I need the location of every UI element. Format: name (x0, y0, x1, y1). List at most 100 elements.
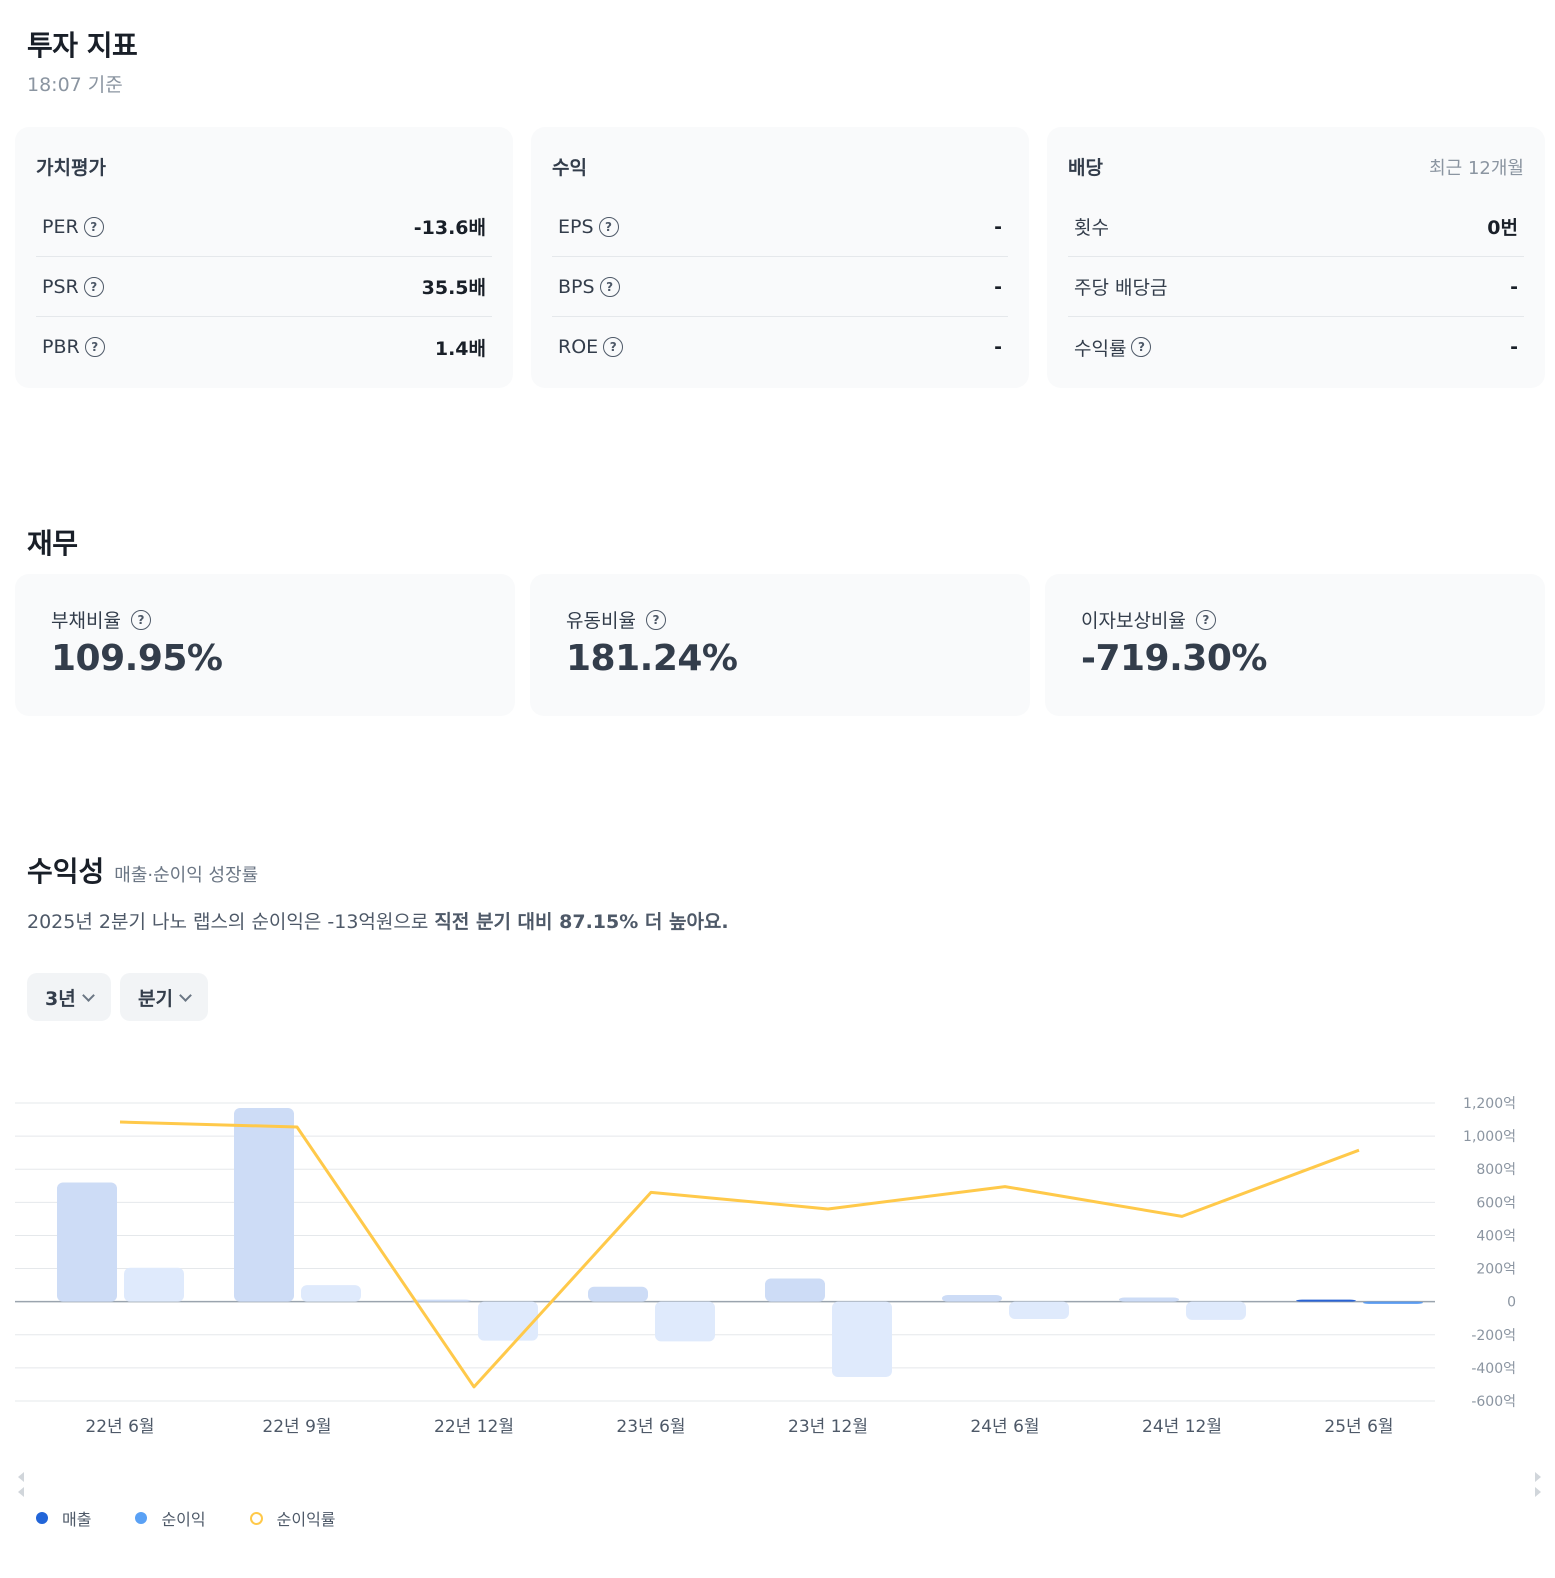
scroll-right-icon[interactable] (1535, 1487, 1541, 1497)
help-icon[interactable]: ? (83, 216, 104, 237)
net-income-bar (655, 1301, 715, 1342)
scroll-left-icon[interactable] (18, 1472, 24, 1482)
dividend-per-share-row: 주당 배당금 - (1068, 257, 1524, 317)
current-ratio-card: 유동비율? 181.24% (530, 574, 1030, 716)
profit-title: 수익성 (27, 855, 105, 888)
chevron-down-icon (179, 988, 192, 1002)
help-icon[interactable]: ? (1131, 337, 1152, 357)
dividend-yield-value: - (1510, 336, 1518, 358)
y-tick-label: 1,000억 (1463, 1129, 1516, 1145)
legend-item-revenue[interactable]: 매출 (36, 1506, 91, 1530)
help-icon[interactable]: ? (83, 276, 104, 297)
pbr-label: PBR (42, 336, 80, 358)
bps-label: BPS (558, 275, 595, 298)
earnings-card: 수익 EPS? - BPS? - ROE? - (531, 127, 1029, 388)
scroll-left-icon[interactable] (18, 1487, 24, 1497)
interest-coverage-value: -719.30% (1081, 638, 1267, 679)
help-icon[interactable]: ? (599, 276, 620, 297)
y-tick-label: 400억 (1476, 1228, 1516, 1244)
y-tick-label: 800억 (1476, 1162, 1516, 1178)
per-value: -13.6배 (413, 217, 486, 239)
legend-item-net-margin[interactable]: 순이익률 (249, 1506, 336, 1530)
roe-row: ROE? - (552, 317, 1008, 377)
x-tick-label: 22년 9월 (262, 1417, 331, 1437)
scroll-right-icon[interactable] (1535, 1472, 1541, 1482)
profitability-chart: 1,200억 1,000억 800억 600억 400억 200억 0 -200억 -400억 -… (15, 1096, 1516, 1437)
legend-revenue-dot (36, 1512, 48, 1524)
profit-description: 2025년 2분기 나노 랩스의 순이익은 -13억원으로 직전 분기 대비 8… (27, 907, 729, 934)
revenue-bar (765, 1278, 825, 1302)
net-income-bar (1363, 1301, 1423, 1304)
dividend-count-label: 횟수 (1074, 217, 1109, 239)
net-income-bar (832, 1301, 892, 1377)
legend-net-margin-label: 순이익률 (276, 1510, 336, 1529)
x-tick-label: 23년 12월 (788, 1417, 868, 1437)
eps-row: EPS? - (552, 197, 1008, 257)
help-icon[interactable]: ? (598, 216, 619, 237)
revenue-bar (411, 1299, 471, 1302)
help-icon[interactable]: ? (1195, 609, 1216, 630)
y-tick-label: 1,200억 (1463, 1096, 1516, 1112)
current-ratio-label: 유동비율 (566, 610, 636, 632)
bps-row: BPS? - (552, 257, 1008, 317)
legend-net-income-label: 순이익 (161, 1510, 206, 1529)
y-tick-label: -200억 (1471, 1328, 1516, 1344)
legend-item-net-income[interactable]: 순이익 (135, 1506, 206, 1530)
psr-row: PSR? 35.5배 (36, 257, 492, 317)
dividend-card: 배당 최근 12개월 횟수 0번 주당 배당금 - 수익률? - (1047, 127, 1545, 388)
invest-title: 투자 지표 (27, 29, 138, 62)
net-income-bar (1186, 1301, 1246, 1320)
roe-label: ROE (558, 336, 599, 358)
debt-ratio-label: 부채비율 (51, 610, 121, 632)
revenue-bar (942, 1295, 1002, 1302)
debt-ratio-card: 부채비율? 109.95% (15, 574, 515, 716)
legend-revenue-label: 매출 (62, 1510, 92, 1529)
period-dropdown[interactable]: 3년 (27, 973, 111, 1021)
y-tick-label: 200억 (1476, 1262, 1516, 1278)
profit-description-plain: 2025년 2분기 나노 랩스의 순이익은 -13억원으로 (27, 911, 435, 933)
unit-dropdown[interactable]: 분기 (120, 973, 208, 1021)
roe-value: - (994, 336, 1002, 358)
psr-label: PSR (42, 275, 79, 298)
finance-title: 재무 (27, 527, 78, 560)
invest-as-of: 18:07 기준 (27, 74, 123, 96)
pbr-value: 1.4배 (434, 337, 486, 360)
x-tick-label: 24년 12월 (1142, 1417, 1222, 1437)
help-icon[interactable]: ? (84, 337, 105, 357)
revenue-bar (1296, 1299, 1356, 1302)
legend-net-income-dot (135, 1512, 148, 1524)
net-income-bar (1009, 1301, 1069, 1320)
net-income-bar (124, 1267, 184, 1302)
help-icon[interactable]: ? (645, 609, 666, 630)
dividend-per-share-label: 주당 배당금 (1074, 277, 1168, 299)
per-label: PER (42, 215, 79, 238)
x-tick-label: 22년 6월 (85, 1417, 154, 1437)
x-tick-label: 25년 6월 (1324, 1417, 1393, 1437)
dividend-count-value: 0번 (1487, 217, 1518, 239)
help-icon[interactable]: ? (130, 609, 151, 630)
earnings-title: 수익 (552, 157, 587, 179)
y-tick-label: -400억 (1471, 1361, 1516, 1377)
interest-coverage-card: 이자보상비율? -719.30% (1045, 574, 1545, 716)
x-tick-label: 24년 6월 (970, 1417, 1039, 1437)
net-income-bar (478, 1301, 538, 1341)
profit-subtitle: 매출·순이익 성장률 (114, 865, 259, 886)
revenue-bar (234, 1107, 294, 1302)
revenue-bar (57, 1182, 117, 1302)
dividend-count-row: 횟수 0번 (1068, 197, 1524, 257)
psr-value: 35.5배 (421, 277, 486, 299)
eps-value: - (994, 215, 1002, 238)
current-ratio-value: 181.24% (566, 638, 738, 679)
profit-heading: 수익성 매출·순이익 성장률 (27, 850, 258, 890)
dividend-title: 배당 (1068, 157, 1103, 179)
y-tick-label: 0 (1507, 1295, 1516, 1311)
bps-value: - (994, 275, 1002, 298)
debt-ratio-value: 109.95% (51, 638, 223, 679)
x-tick-label: 22년 12월 (434, 1417, 514, 1437)
chevron-down-icon (81, 988, 95, 1002)
help-icon[interactable]: ? (603, 337, 624, 357)
y-tick-label: -600억 (1471, 1394, 1516, 1410)
valuation-card: 가치평가 PER? -13.6배 PSR? 35.5배 PBR? 1.4배 (15, 127, 513, 388)
period-dropdown-label: 3년 (45, 987, 76, 1010)
chart-legend: 매출 순이익 순이익률 (36, 1506, 380, 1530)
